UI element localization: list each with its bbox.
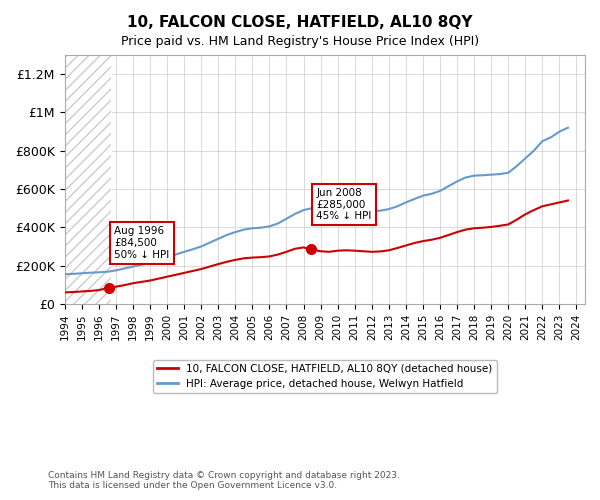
Text: Contains HM Land Registry data © Crown copyright and database right 2023.
This d: Contains HM Land Registry data © Crown c… [48,470,400,490]
Text: Price paid vs. HM Land Registry's House Price Index (HPI): Price paid vs. HM Land Registry's House … [121,35,479,48]
Text: 10, FALCON CLOSE, HATFIELD, AL10 8QY: 10, FALCON CLOSE, HATFIELD, AL10 8QY [127,15,473,30]
Text: Jun 2008
£285,000
45% ↓ HPI: Jun 2008 £285,000 45% ↓ HPI [316,188,372,222]
Legend: 10, FALCON CLOSE, HATFIELD, AL10 8QY (detached house), HPI: Average price, detac: 10, FALCON CLOSE, HATFIELD, AL10 8QY (de… [153,360,497,394]
Text: Aug 1996
£84,500
50% ↓ HPI: Aug 1996 £84,500 50% ↓ HPI [114,226,169,260]
